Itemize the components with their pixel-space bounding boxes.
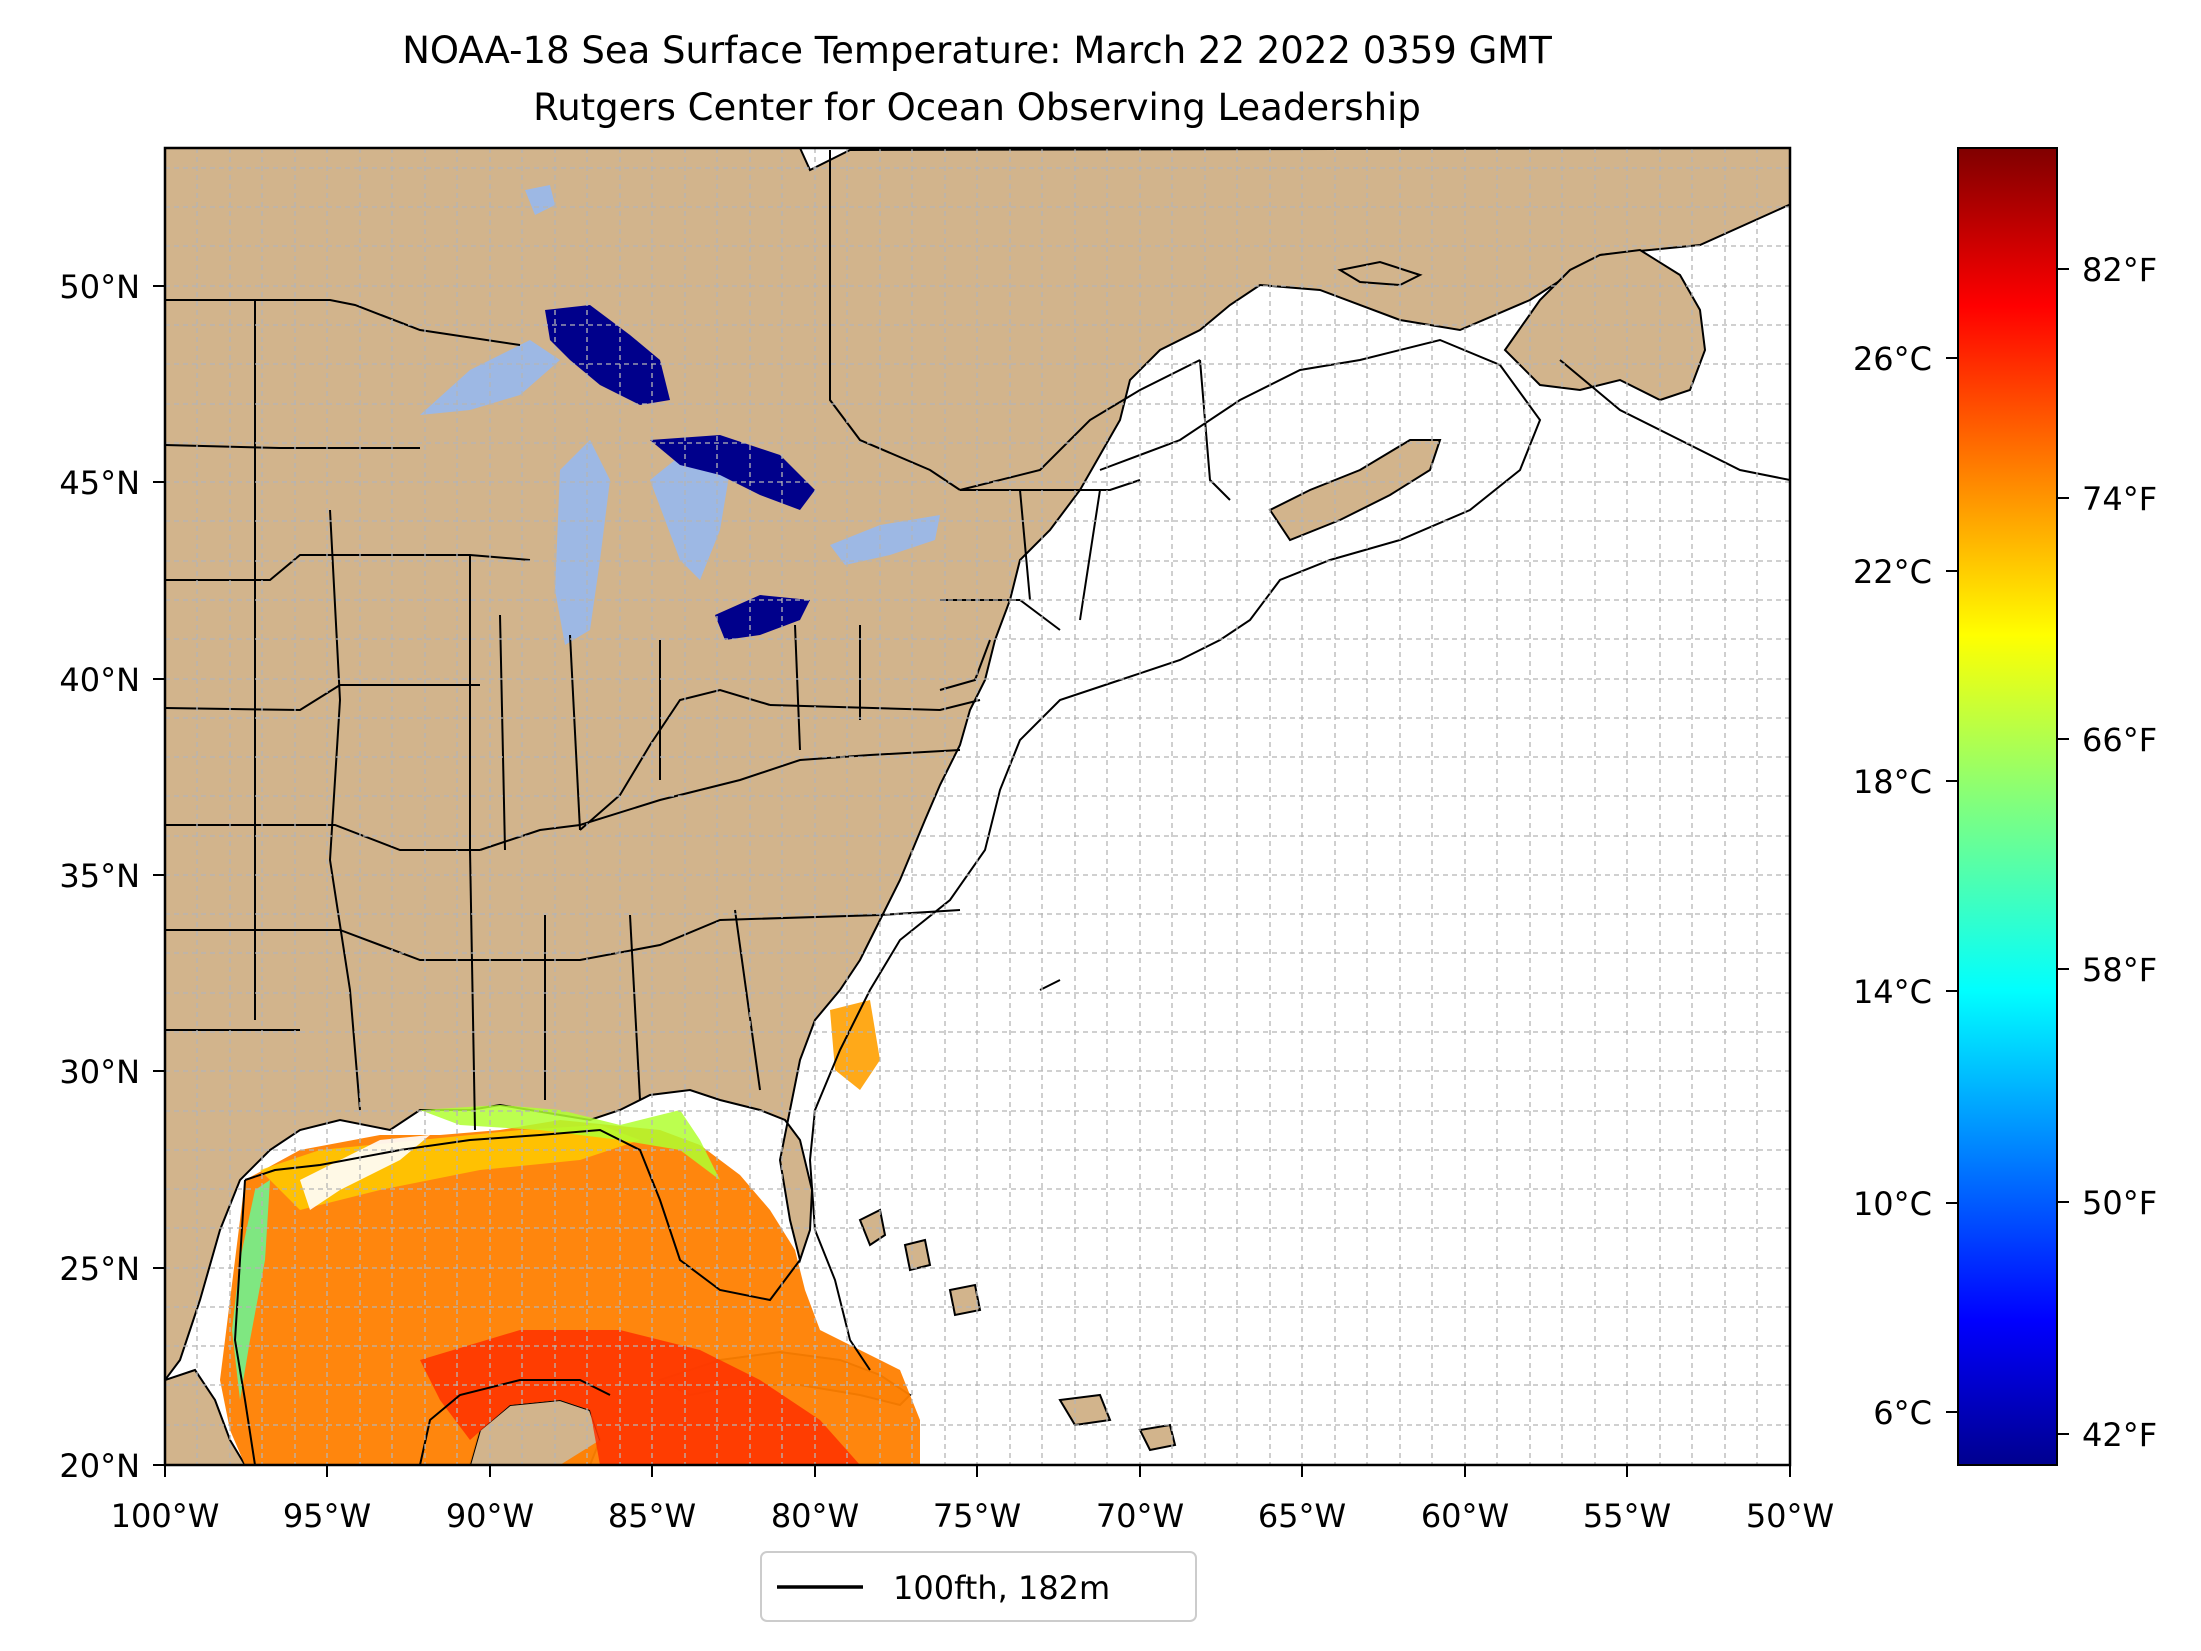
land-mexico	[165, 1368, 247, 1465]
lat-tick-label: 45°N	[59, 464, 140, 502]
lon-tick-label: 70°W	[1096, 1497, 1184, 1535]
lon-tick-label: 85°W	[608, 1497, 696, 1535]
colorbar-f-tick: 74°F	[2082, 480, 2157, 518]
lat-tick-label: 50°N	[59, 268, 140, 306]
lon-tick-label: 100°W	[111, 1497, 220, 1535]
lat-axis	[153, 285, 165, 1466]
colorbar-f-tick: 58°F	[2082, 951, 2157, 989]
colorbar-f-tick: 82°F	[2082, 251, 2157, 289]
colorbar-c-tick: 14°C	[1853, 973, 1932, 1011]
legend-label: 100fth, 182m	[893, 1569, 1110, 1607]
lat-tick-label: 20°N	[59, 1447, 140, 1485]
colorbar-c-tick: 6°C	[1873, 1394, 1932, 1432]
chart-title-line2: Rutgers Center for Ocean Observing Leade…	[533, 86, 1421, 129]
colorbar-f-tick: 42°F	[2082, 1416, 2157, 1454]
colorbar-f-tick: 66°F	[2082, 721, 2157, 759]
colorbar: 82°F 74°F 66°F 58°F 50°F 42°F 26°C 22°C …	[1853, 147, 2157, 1466]
graticule	[165, 148, 1790, 1465]
lat-tick-label: 35°N	[59, 857, 140, 895]
colorbar-gradient	[1957, 147, 2058, 1466]
legend: 100fth, 182m	[760, 1551, 1197, 1622]
lon-tick-label: 95°W	[283, 1497, 371, 1535]
colorbar-f-tick: 50°F	[2082, 1184, 2157, 1222]
chart-title-line1: NOAA-18 Sea Surface Temperature: March 2…	[402, 29, 1552, 72]
colorbar-c-tick: 22°C	[1853, 553, 1932, 591]
lon-axis	[164, 1465, 1791, 1477]
lon-tick-label: 65°W	[1258, 1497, 1346, 1535]
lat-tick-label: 40°N	[59, 661, 140, 699]
lon-tick-label: 80°W	[771, 1497, 859, 1535]
lat-tick-label: 30°N	[59, 1053, 140, 1091]
lon-tick-label: 60°W	[1421, 1497, 1509, 1535]
political-borders	[165, 150, 1231, 1131]
lon-tick-label: 55°W	[1583, 1497, 1671, 1535]
great-lakes-cold	[545, 305, 815, 640]
bahamas-islands	[858, 1208, 1177, 1452]
map-panel	[165, 148, 1790, 1465]
colorbar-c-tick: 26°C	[1853, 340, 1932, 378]
legend-box	[760, 1551, 1197, 1622]
colorbar-c-tick: 10°C	[1853, 1185, 1932, 1223]
land-anticosti	[1337, 260, 1423, 287]
land-nova-scotia	[1268, 439, 1442, 542]
lon-tick-label: 90°W	[446, 1497, 534, 1535]
lat-tick-label: 25°N	[59, 1250, 140, 1288]
lon-tick-label: 75°W	[933, 1497, 1021, 1535]
colorbar-c-tick: 18°C	[1853, 763, 1932, 801]
lon-tick-label: 50°W	[1746, 1497, 1834, 1535]
